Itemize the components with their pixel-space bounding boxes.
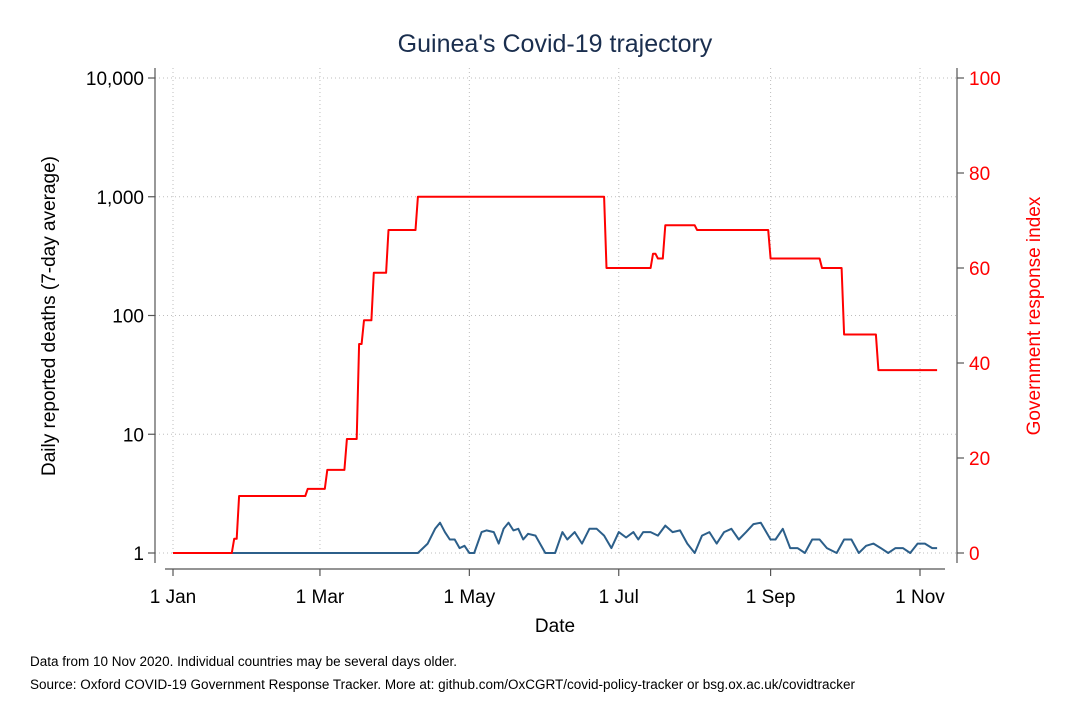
data-date-note: Data from 10 Nov 2020. Individual countr… xyxy=(30,654,457,669)
y-axis-left-label: Daily reported deaths (7-day average) xyxy=(39,156,60,476)
y-right-tick-label: 80 xyxy=(969,164,990,185)
response-index-series-line xyxy=(173,195,938,554)
y-left-tick-label: 10 xyxy=(123,425,144,446)
x-tick-label: 1 Nov xyxy=(895,587,945,608)
x-tick-label: 1 Sep xyxy=(746,587,796,608)
y-left-tick-label: 100 xyxy=(112,307,144,328)
series xyxy=(173,195,938,554)
y-left-tick-label: 1 xyxy=(133,544,144,565)
x-tick-label: 1 Jul xyxy=(599,587,639,608)
grid xyxy=(155,68,957,554)
y-right-tick-label: 60 xyxy=(969,259,990,280)
y-axis-right-label: Government response index xyxy=(1024,196,1045,435)
x-tick-label: 1 May xyxy=(443,587,495,608)
y-right-tick-label: 20 xyxy=(969,449,990,470)
axes xyxy=(154,68,958,570)
deaths-series-line xyxy=(173,521,938,554)
y-right-tick-label: 100 xyxy=(969,69,1001,90)
source-note: Source: Oxford COVID-19 Government Respo… xyxy=(30,677,856,692)
x-tick-label: 1 Mar xyxy=(296,587,345,608)
x-axis-label: Date xyxy=(535,616,575,637)
y-left-tick-label: 1,000 xyxy=(96,188,144,209)
chart-title: Guinea's Covid-19 trajectory xyxy=(398,30,713,58)
y-left-tick-label: 10,000 xyxy=(86,69,144,90)
x-tick-label: 1 Jan xyxy=(150,587,196,608)
y-right-tick-label: 0 xyxy=(969,544,980,565)
y-right-tick-label: 40 xyxy=(969,354,990,375)
ticks: 1 10 100 1,000 10,000 0 20 40 60 80 100 1 Jan 1 Mar 1… xyxy=(86,69,1001,608)
